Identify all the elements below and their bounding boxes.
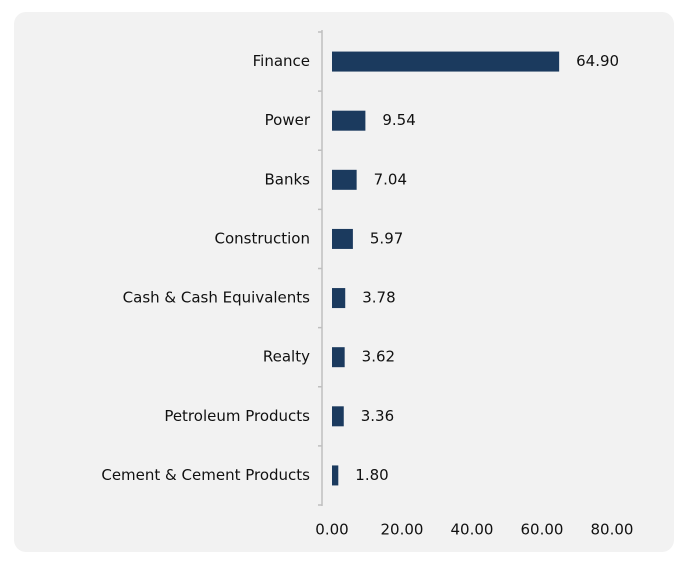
x-tick-label: 60.00 (521, 521, 564, 539)
bar (332, 51, 560, 72)
y-tick-label: Construction (214, 229, 310, 247)
bar (332, 228, 353, 249)
data-label: 64.90 (576, 52, 619, 70)
data-label: 3.36 (361, 407, 394, 425)
chart-panel (14, 12, 674, 552)
y-tick-label: Realty (263, 348, 310, 366)
bar (332, 347, 345, 368)
x-tick-label: 20.00 (381, 521, 424, 539)
data-label: 1.80 (355, 466, 388, 484)
x-tick-label: 80.00 (591, 521, 634, 539)
y-tick-label: Cash & Cash Equivalents (123, 289, 311, 307)
bar (332, 288, 346, 309)
data-label: 7.04 (374, 170, 407, 188)
bar (332, 110, 366, 131)
y-tick-label: Power (265, 111, 311, 129)
y-tick-label: Finance (253, 52, 310, 70)
x-tick-label: 40.00 (451, 521, 494, 539)
x-tick-label: 0.00 (315, 521, 348, 539)
y-tick-label: Banks (265, 170, 311, 188)
data-label: 3.62 (362, 348, 395, 366)
data-label: 5.97 (370, 229, 403, 247)
bar (332, 406, 344, 427)
data-label: 3.78 (362, 289, 395, 307)
data-label: 9.54 (382, 111, 415, 129)
y-tick-label: Petroleum Products (164, 407, 310, 425)
bar (332, 169, 357, 190)
y-tick-label: Cement & Cement Products (101, 466, 310, 484)
bar (332, 465, 339, 486)
